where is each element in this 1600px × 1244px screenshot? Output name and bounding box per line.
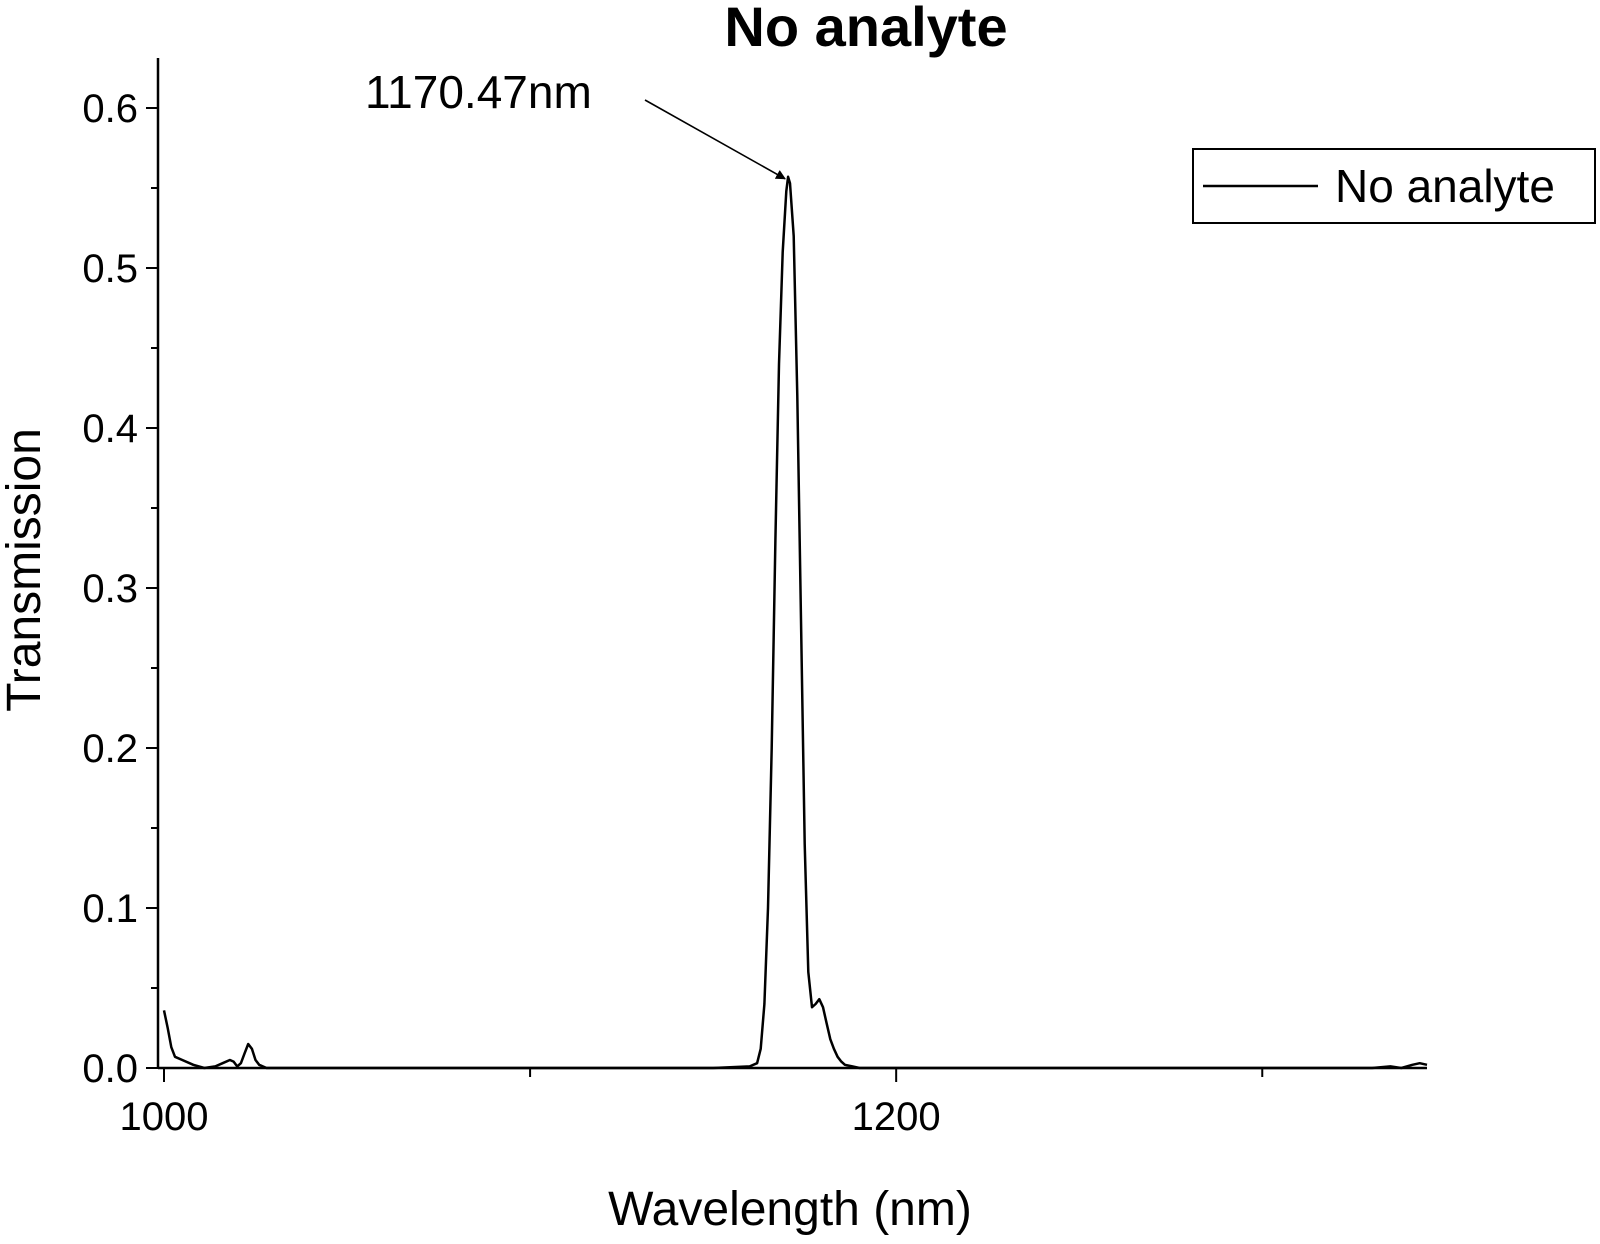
y-axis-title: Transmission <box>0 428 51 712</box>
x-tick-label: 1000 <box>120 1095 209 1139</box>
peak-annotation: 1170.47nm <box>365 66 786 180</box>
y-tick-label: 0.2 <box>82 727 138 771</box>
y-tick-label: 0.4 <box>82 407 138 451</box>
peak-annotation-arrow <box>644 99 786 180</box>
x-axis-title: Wavelength (nm) <box>608 1183 972 1236</box>
axes: 0.0 0.1 0.2 0.3 0.4 0.5 0.6 1000 1200 <box>82 58 1427 1139</box>
y-tick-label: 0.3 <box>82 567 138 611</box>
legend-entry-label: No analyte <box>1335 160 1555 212</box>
y-tick-label: 0.0 <box>82 1047 138 1091</box>
legend: No analyte <box>1192 148 1596 224</box>
y-tick-label: 0.6 <box>82 87 138 131</box>
x-tick-label: 1200 <box>852 1095 941 1139</box>
peak-annotation-label: 1170.47nm <box>365 66 592 118</box>
y-tick-label: 0.5 <box>82 247 138 291</box>
series-layer <box>162 175 1428 1070</box>
y-tick-label: 0.1 <box>82 887 138 931</box>
series-line-0 <box>162 175 1428 1070</box>
chart-title: No analyte <box>724 0 1007 58</box>
